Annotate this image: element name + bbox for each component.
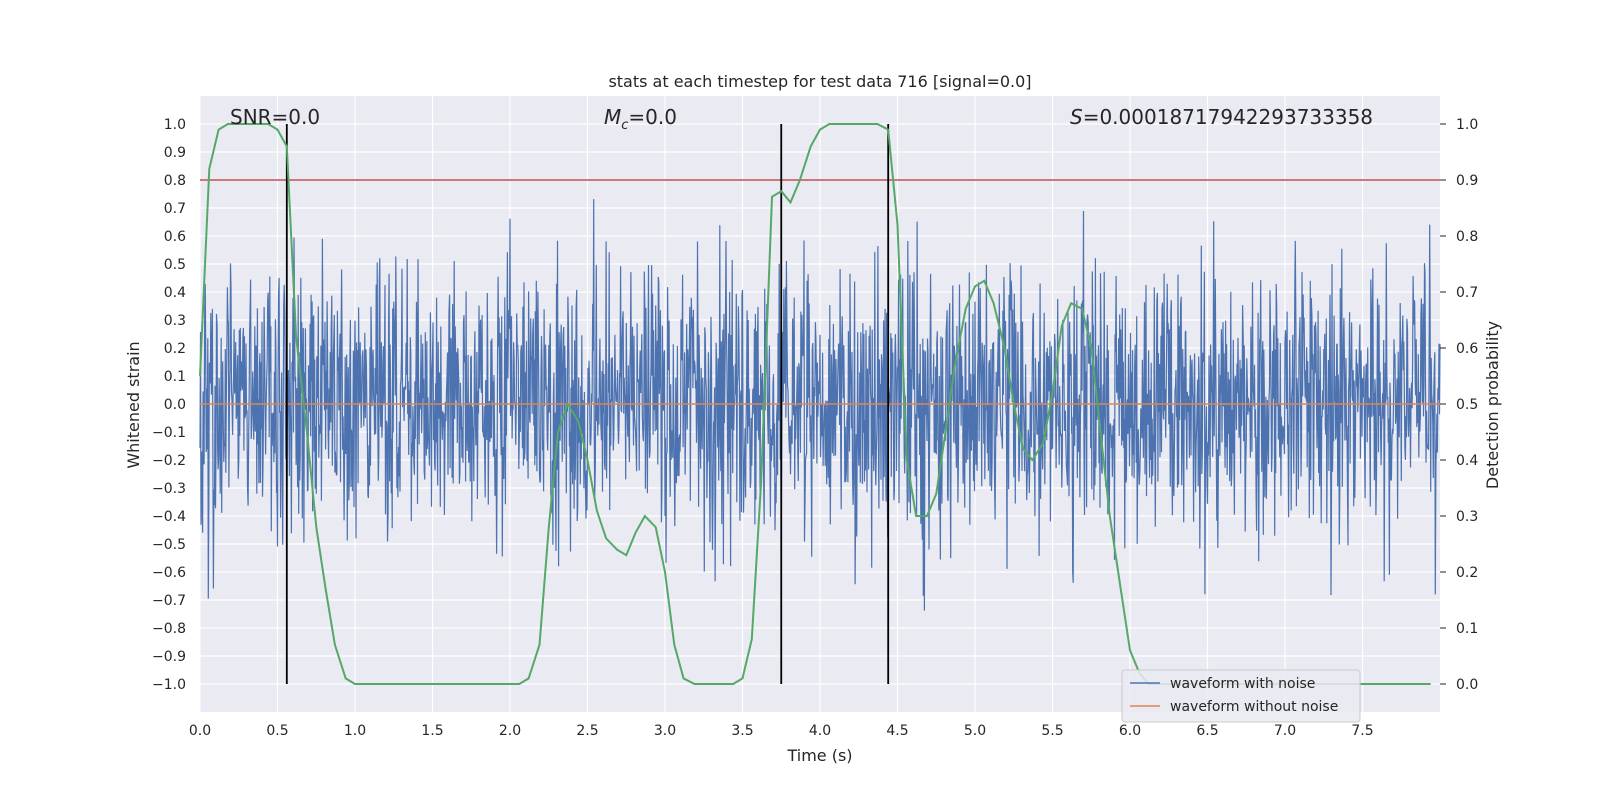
x-tick-label: 0.5 [266,723,288,739]
y-axis-label-right: Detection probability [1483,321,1502,489]
left-y-tick-label: −0.1 [152,425,186,441]
left-y-tick-label: −0.2 [152,453,186,469]
left-y-tick-label: 0.4 [164,285,186,301]
x-tick-label: 5.5 [1041,723,1063,739]
mc-value: =0.0 [628,105,677,129]
right-y-tick-label: 0.9 [1456,173,1478,189]
detection-probability-series [199,123,1431,685]
left-y-tick-label: 0.3 [164,313,186,329]
legend-label-clean: waveform without noise [1170,699,1338,715]
left-y-tick-label: 0.6 [164,229,186,245]
mc-symbol: M [604,105,621,129]
chart-title: stats at each timestep for test data 716… [608,72,1031,91]
mc-subscript: c [621,118,628,133]
left-y-tick-label: −0.6 [152,565,186,581]
left-y-tick-label: 0.1 [164,369,186,385]
right-y-tick-label: 0.6 [1456,341,1478,357]
x-tick-label: 7.0 [1274,723,1296,739]
x-tick-label: 0.0 [189,723,211,739]
left-y-tick-label: 0.2 [164,341,186,357]
x-axis: 0.0 0.5 1.0 1.5 2.0 2.5 3.0 3.5 4.0 4.5 5.0 5.5 6.0 6… [189,723,1374,739]
x-tick-label: 1.5 [421,723,443,739]
x-tick-label: 3.0 [654,723,676,739]
vertical-lines [285,124,890,684]
right-y-tick-label: 0.8 [1456,229,1478,245]
right-y-tick-label: 0.5 [1456,397,1478,413]
left-y-tick-label: −0.9 [152,649,186,665]
right-y-tick-label: 0.0 [1456,677,1478,693]
left-y-tick-label: −0.7 [152,593,186,609]
right-y-tick-label: 0.2 [1456,565,1478,581]
x-tick-label: 3.5 [731,723,753,739]
left-y-tick-label: 0.5 [164,257,186,273]
right-y-tick-label: 0.4 [1456,453,1478,469]
s-annotation: S=0.00018717942293733358 [1070,105,1373,129]
x-tick-label: 2.0 [499,723,521,739]
legend-label-noise: waveform with noise [1170,676,1315,692]
x-tick-label: 2.5 [576,723,598,739]
left-y-tick-label: 0.9 [164,145,186,161]
left-y-tick-label: 0.8 [164,173,186,189]
mc-annotation: Mc=0.0 [604,105,677,133]
probability-line [199,123,1431,685]
x-tick-label: 6.5 [1196,723,1218,739]
left-y-tick-label: 1.0 [164,117,186,133]
legend: waveform with noise waveform without noi… [1121,669,1361,723]
right-y-tick-label: 0.3 [1456,509,1478,525]
left-y-axis: 1.0 0.9 0.8 0.7 0.6 0.5 0.4 0.3 0.2 0.1 0.0 −0.1 −0.… [152,117,186,693]
s-value: =0.00018717942293733358 [1083,105,1373,129]
x-tick-label: 1.0 [344,723,366,739]
right-y-tick-label: 0.7 [1456,285,1478,301]
right-y-tick-label: 1.0 [1456,117,1478,133]
left-y-tick-label: −0.3 [152,481,186,497]
x-tick-label: 5.0 [964,723,986,739]
snr-annotation: SNR=0.0 [230,105,320,129]
x-tick-label: 7.5 [1351,723,1373,739]
x-tick-label: 4.0 [809,723,831,739]
y-axis-label-left: Whitened strain [124,341,143,468]
legend-box [1121,669,1361,723]
left-y-tick-label: 0.0 [164,397,186,413]
left-y-tick-label: −0.5 [152,537,186,553]
left-y-tick-label: −0.4 [152,509,186,525]
x-axis-label: Time (s) [786,746,852,765]
waveform-with-noise-series [199,199,1441,611]
x-tick-label: 6.0 [1119,723,1141,739]
right-y-axis: 1.0 0.9 0.8 0.7 0.6 0.5 0.4 0.3 0.2 0.1 0.0 [1440,117,1478,693]
right-y-tick-label: 0.1 [1456,621,1478,637]
x-tick-label: 4.5 [886,723,908,739]
left-y-tick-label: 0.7 [164,201,186,217]
noise-waveform-line [199,199,1441,611]
left-y-tick-label: −1.0 [152,677,186,693]
left-y-tick-label: −0.8 [152,621,186,637]
s-symbol: S [1070,105,1083,129]
